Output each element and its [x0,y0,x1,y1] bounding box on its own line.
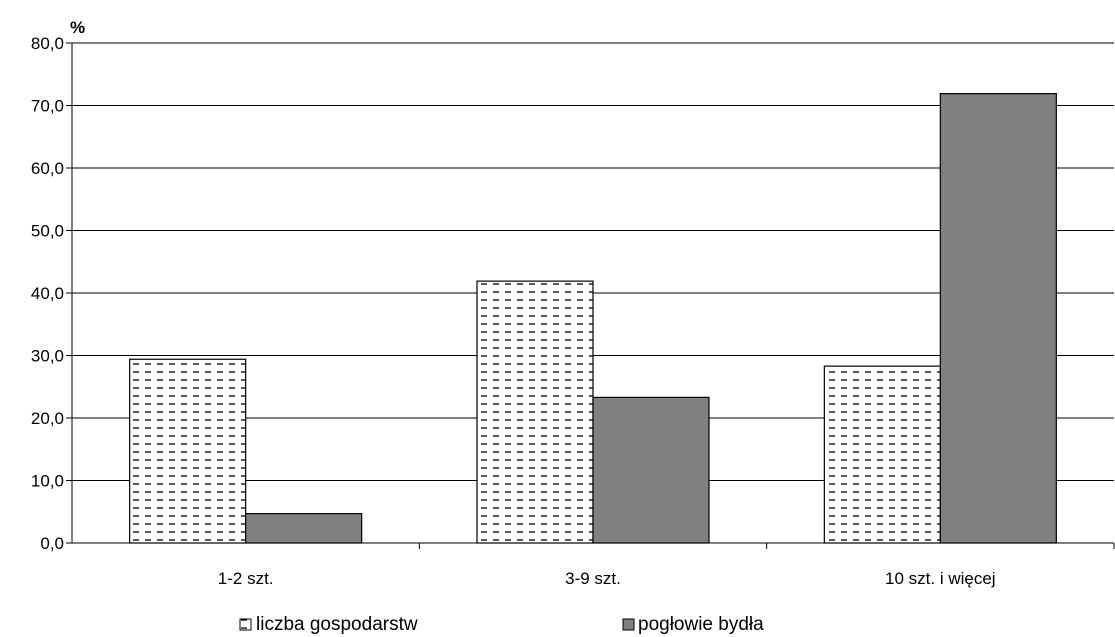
y-tick-label: 40,0 [31,284,64,303]
legend: liczba gospodarstw pogłowie bydła [239,614,764,635]
y-tick-label: 60,0 [31,159,64,178]
y-tick-label: 80,0 [31,34,64,53]
x-tick-labels: 1-2 szt. 3-9 szt. 10 szt. i więcej [218,569,996,588]
x-tick-label: 3-9 szt. [565,569,621,588]
bar-liczba-gospodarstw-1-2-szt [129,358,247,544]
legend-label-poglowie-bydla: pogłowie bydła [638,614,764,635]
axes [66,42,1115,549]
bar-poglowie-bydla-1-2-szt [245,513,363,544]
bars [129,93,1057,544]
x-tick-label: 10 szt. i więcej [885,569,996,588]
legend-swatch-liczba-gospodarstw [239,618,252,631]
x-tick-label: 1-2 szt. [218,569,274,588]
y-unit-label: % [70,18,85,37]
legend-swatch-poglowie-bydla [622,618,635,631]
y-tick-labels: 0,0 10,0 20,0 30,0 40,0 50,0 60,0 70,0 80,0 [31,34,64,553]
y-tick-label: 10,0 [31,472,64,491]
bar-liczba-gospodarstw-3-9-szt [476,280,594,544]
y-tick-label: 0,0 [40,534,64,553]
y-tick-label: 20,0 [31,409,64,428]
bar-poglowie-bydla-3-9-szt [592,396,710,544]
y-tick-label: 50,0 [31,222,64,241]
y-tick-label: 30,0 [31,347,64,366]
y-tick-label: 70,0 [31,97,64,116]
bar-poglowie-bydla-10-szt-i-wiecej [939,93,1057,544]
bar-liczba-gospodarstw-10-szt-i-wiecej [823,365,941,544]
legend-item-poglowie-bydla: pogłowie bydła [622,614,764,635]
legend-item-liczba-gospodarstw: liczba gospodarstw [239,614,418,635]
legend-label-liczba-gospodarstw: liczba gospodarstw [256,614,418,635]
